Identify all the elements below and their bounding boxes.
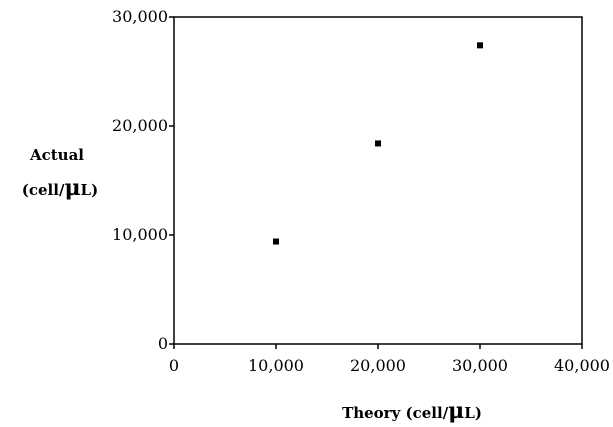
plot-area-frame	[173, 16, 583, 345]
x-tick-label: 0	[169, 356, 179, 375]
data-point	[375, 140, 381, 147]
y-tick-label: 10,000	[112, 225, 168, 244]
data-points	[273, 42, 483, 245]
x-axis-label: Theory (cell/μL)	[342, 398, 482, 424]
axis-ticks	[169, 16, 583, 349]
y-axis-label-line2: (cell/μL)	[22, 175, 98, 201]
y-tick-label: 30,000	[112, 7, 168, 26]
x-tick-label: 30,000	[452, 356, 508, 375]
y-tick-label: 20,000	[112, 116, 168, 135]
x-tick-label: 20,000	[350, 356, 406, 375]
y-axis-label-line1: Actual	[29, 146, 84, 164]
data-point	[273, 238, 279, 245]
y-tick-label: 0	[158, 334, 168, 353]
x-tick-label: 10,000	[248, 356, 304, 375]
tick-labels: 0 10,000 20,000 30,000 0 10,000 20,000 30,000 40…	[112, 7, 610, 375]
x-tick-label: 40,000	[554, 356, 610, 375]
data-point	[477, 42, 483, 49]
